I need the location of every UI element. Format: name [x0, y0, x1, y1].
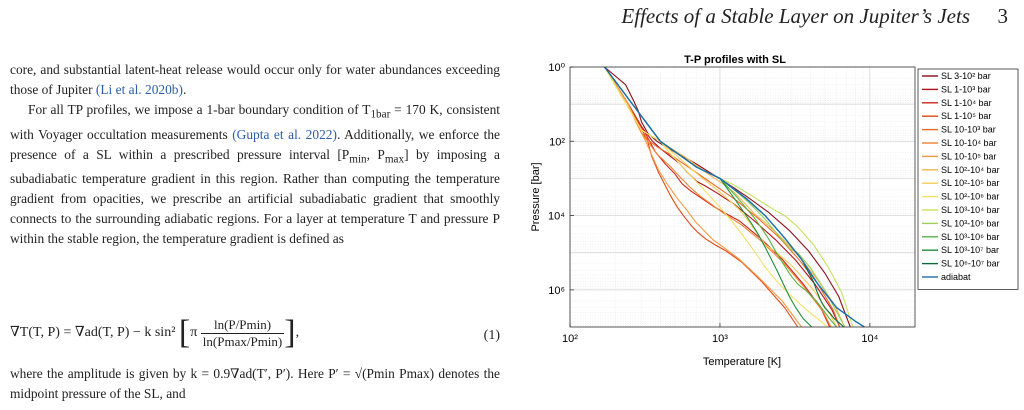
equation-1: ∇T(T, P) = ∇ad(T, P) − k sin² [π ln(P/Pm… — [10, 314, 500, 351]
legend-label: SL 10³-10⁴ bar — [941, 205, 1000, 215]
series-line — [604, 66, 802, 328]
legend-label: SL 10³-10⁷ bar — [941, 245, 999, 255]
chart-ticks: 10² 10³ 10⁴ 10⁰ 10² 10⁴ 10⁶ — [548, 62, 879, 345]
x-tick-label: 10³ — [712, 333, 728, 345]
tp-profiles-chart: T-P profiles with SL 10² 10³ 10⁴10⁰10²10⁴1… — [530, 54, 1019, 368]
legend-label: SL 3-10² bar — [941, 71, 991, 81]
legend-label: SL 10²-10⁵ bar — [941, 178, 999, 188]
paragraph-2: For all TP profiles, we impose a 1-bar b… — [10, 102, 501, 247]
chart-title: T-P profiles with SL — [684, 54, 786, 66]
page-number: 3 — [997, 4, 1009, 28]
equation-number: (1) — [483, 328, 500, 343]
series-line — [604, 66, 838, 328]
tp-profiles-figure: T-P profiles with SL 10² 10³ 10⁴ 10⁰ 10² 10⁴ 1… — [520, 52, 1020, 376]
legend-label: SL 10⁶-10⁷ bar — [941, 259, 1000, 269]
series-line — [604, 66, 828, 328]
page-header: Effects of a Stable Layer on Jupiter’s J… — [0, 4, 1010, 34]
chart-legend: SL 3-10² bar SL 1-10³ bar SL 1-10⁴ bar SL 1… — [917, 68, 1019, 290]
legend-label: adiabat — [941, 272, 971, 282]
equation-fraction: ln(P/Pmin) ln(Pmax/Pmin) — [200, 316, 285, 349]
legend-label: SL 10³-10⁶ bar — [941, 232, 999, 242]
legend-label: SL 10²-10⁴ bar — [941, 165, 1000, 175]
equation-lhs: ∇T(T, P) = ∇ad(T, P) − k sin² — [10, 325, 176, 341]
legend-label: SL 10²-10⁶ bar — [941, 192, 999, 202]
chart-lines — [604, 66, 865, 328]
running-title: Effects of a Stable Layer on Jupiter’s J… — [621, 4, 970, 28]
legend-box — [917, 68, 1019, 290]
body-text: core, and substantial latent-heat releas… — [10, 60, 500, 249]
citation-link[interactable]: (Gupta et al. 2022) — [232, 126, 337, 142]
x-tick-label: 10⁴ — [861, 333, 878, 345]
y-axis-label: Pressure [bar] — [530, 162, 542, 231]
paragraph-1: core, and substantial latent-heat releas… — [10, 62, 500, 97]
citation-link[interactable]: (Li et al. 2020b) — [95, 82, 183, 97]
legend-label: SL 10-10⁴ bar — [941, 138, 997, 148]
y-tick-label: 10⁰ — [548, 62, 565, 74]
y-tick-label: 10⁶ — [548, 285, 565, 297]
x-axis-label: Temperature [K] — [703, 356, 781, 368]
legend-label: SL 10³-10⁵ bar — [941, 218, 999, 228]
plot-frame — [569, 66, 916, 328]
x-tick-label: 10² — [562, 333, 578, 345]
equation-pi: π — [190, 325, 198, 341]
series-line — [604, 66, 865, 328]
series-line — [604, 66, 841, 328]
legend-label: SL 1-10³ bar — [941, 84, 991, 94]
paragraph-3: where the amplitude is given by k = 0.9∇… — [10, 366, 500, 401]
legend-label: SL 10-10³ bar — [941, 125, 996, 135]
y-tick-label: 10⁴ — [548, 211, 565, 223]
series-line — [604, 66, 831, 328]
legend-label: SL 1-10⁴ bar — [941, 98, 992, 108]
legend-label: SL 1-10⁵ bar — [941, 111, 991, 121]
y-tick-label: 10² — [549, 136, 565, 148]
legend-label: SL 10-10⁵ bar — [941, 151, 996, 161]
